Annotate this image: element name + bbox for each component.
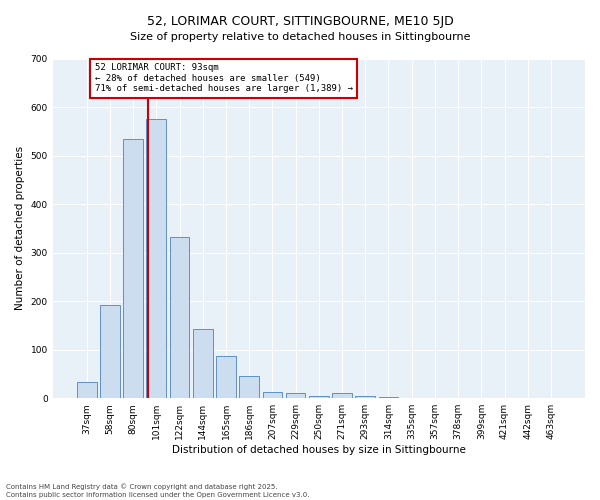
Bar bbox=[286, 394, 305, 398]
Text: Size of property relative to detached houses in Sittingbourne: Size of property relative to detached ho… bbox=[130, 32, 470, 42]
Text: 52, LORIMAR COURT, SITTINGBOURNE, ME10 5JD: 52, LORIMAR COURT, SITTINGBOURNE, ME10 5… bbox=[146, 15, 454, 28]
Bar bbox=[146, 119, 166, 398]
Text: Contains HM Land Registry data © Crown copyright and database right 2025.
Contai: Contains HM Land Registry data © Crown c… bbox=[6, 484, 310, 498]
Bar bbox=[309, 396, 329, 398]
Bar bbox=[100, 304, 120, 398]
Bar bbox=[332, 394, 352, 398]
Bar bbox=[123, 138, 143, 398]
Bar bbox=[355, 396, 375, 398]
Bar bbox=[77, 382, 97, 398]
Bar bbox=[170, 236, 190, 398]
Y-axis label: Number of detached properties: Number of detached properties bbox=[15, 146, 25, 310]
Bar bbox=[263, 392, 282, 398]
Bar bbox=[379, 397, 398, 398]
Text: 52 LORIMAR COURT: 93sqm
← 28% of detached houses are smaller (549)
71% of semi-d: 52 LORIMAR COURT: 93sqm ← 28% of detache… bbox=[95, 64, 353, 93]
Bar bbox=[239, 376, 259, 398]
X-axis label: Distribution of detached houses by size in Sittingbourne: Distribution of detached houses by size … bbox=[172, 445, 466, 455]
Bar bbox=[216, 356, 236, 398]
Bar bbox=[193, 329, 212, 398]
